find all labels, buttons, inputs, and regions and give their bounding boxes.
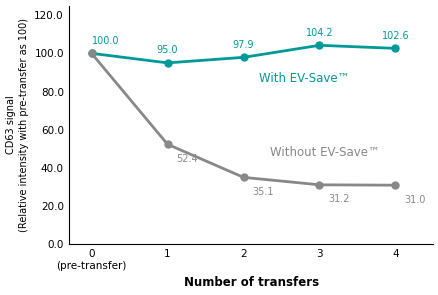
Text: 31.2: 31.2 bbox=[328, 194, 350, 204]
Text: 102.6: 102.6 bbox=[381, 31, 408, 41]
Text: With EV-Save™: With EV-Save™ bbox=[258, 72, 348, 85]
Text: 35.1: 35.1 bbox=[252, 187, 273, 197]
Text: 100.0: 100.0 bbox=[92, 36, 119, 46]
Text: 31.0: 31.0 bbox=[404, 195, 425, 205]
Y-axis label: CD63 signal
(Relative intensity with pre-transfer as 100): CD63 signal (Relative intensity with pre… bbox=[6, 18, 29, 232]
X-axis label: Number of transfers: Number of transfers bbox=[183, 276, 318, 289]
Text: Without EV-Save™: Without EV-Save™ bbox=[269, 146, 379, 159]
Text: 104.2: 104.2 bbox=[305, 28, 332, 38]
Text: 97.9: 97.9 bbox=[232, 40, 254, 50]
Text: 52.4: 52.4 bbox=[176, 154, 198, 164]
Text: 95.0: 95.0 bbox=[156, 45, 178, 55]
